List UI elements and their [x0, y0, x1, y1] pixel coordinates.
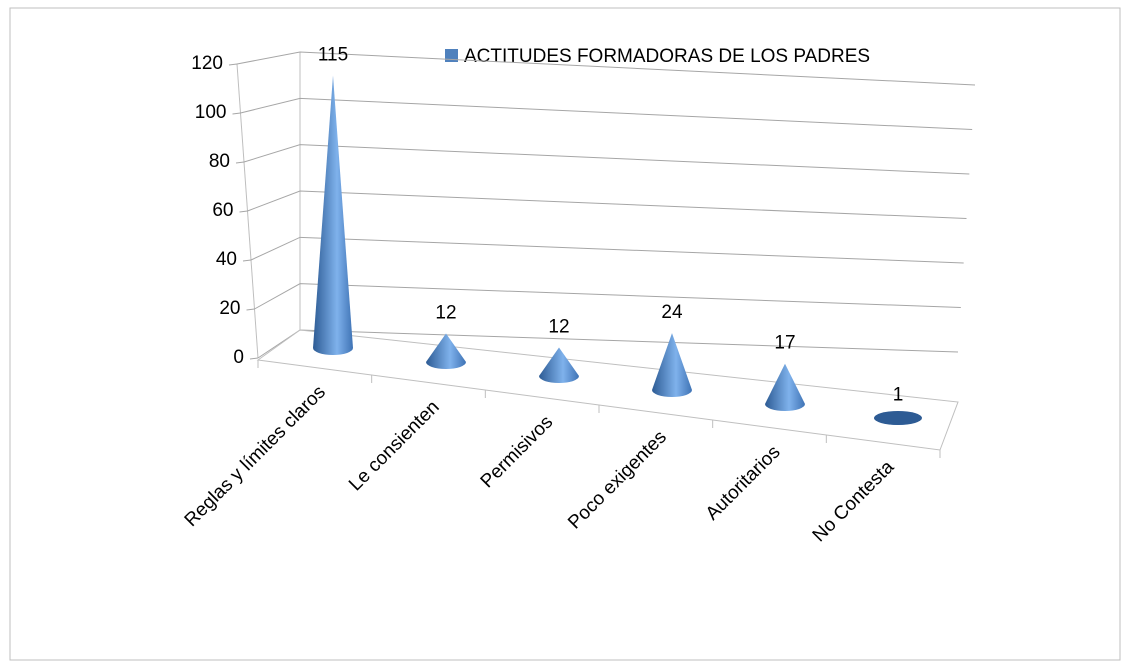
y-tick-label: 40	[216, 249, 237, 270]
data-label: 1	[893, 385, 904, 406]
cone-body	[652, 333, 692, 397]
cone-body	[426, 333, 466, 369]
y-tick	[242, 259, 252, 262]
grid-line	[247, 190, 967, 219]
y-tick-label: 100	[195, 102, 227, 123]
y-tick-label: 0	[233, 347, 244, 368]
chart-border	[9, 7, 1121, 661]
cone	[874, 411, 922, 425]
grid-line	[236, 51, 976, 86]
grid-line	[240, 97, 973, 130]
cone	[652, 333, 692, 397]
y-tick	[228, 63, 238, 66]
y-tick-label: 20	[219, 298, 240, 319]
data-label: 12	[435, 303, 456, 324]
y-tick-label: 120	[191, 53, 223, 74]
y-tick	[239, 210, 248, 213]
cone	[426, 333, 466, 369]
legend-label: ACTITUDES FORMADORAS DE LOS PADRES	[464, 46, 870, 67]
grid-line	[243, 144, 970, 175]
data-label: 17	[774, 333, 795, 354]
data-label: 24	[661, 302, 683, 323]
cone-body	[765, 363, 805, 411]
y-tick-label: 60	[212, 200, 233, 221]
data-label: 115	[318, 44, 348, 65]
cone	[313, 75, 353, 355]
cone-base	[874, 411, 922, 425]
y-tick	[232, 112, 241, 115]
cone	[539, 347, 579, 383]
y-tick	[249, 357, 259, 360]
cone-body	[539, 347, 579, 383]
y-tick-label: 80	[209, 151, 230, 172]
grid-line	[250, 236, 964, 264]
y-tick	[235, 161, 245, 164]
cone-body	[313, 75, 353, 355]
y-tick	[246, 308, 255, 311]
grid-line	[254, 283, 961, 310]
data-label: 12	[548, 317, 569, 338]
cone	[765, 363, 805, 411]
